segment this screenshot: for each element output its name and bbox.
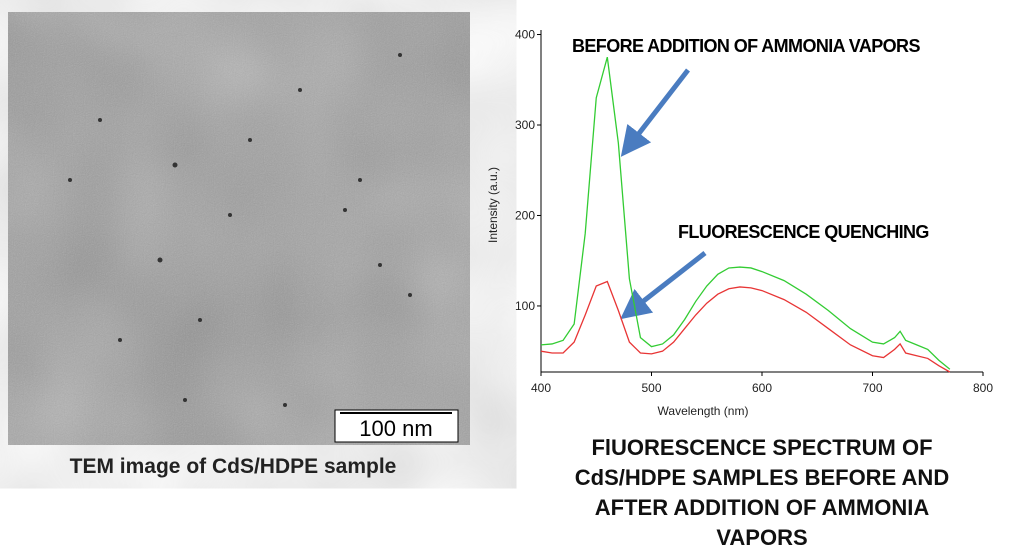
- scale-bar: 100 nm: [359, 416, 432, 441]
- y-tick-label: 100: [515, 299, 535, 313]
- annotation: BEFORE ADDITION OF AMMONIA VAPORS: [572, 36, 920, 56]
- data-line: [540, 56, 951, 370]
- y-tick-label: 400: [515, 28, 535, 42]
- chart: Wavelength (nm) Intensity (a.u.) BEFORE …: [486, 28, 993, 418]
- y-axis-label: Intensity (a.u.): [486, 167, 500, 243]
- tem-image: 100 nm TEM image of CdS/HDPE sample: [8, 12, 470, 478]
- x-tick-label: 600: [752, 381, 772, 395]
- x-tick-label: 400: [531, 381, 551, 395]
- x-tick-label: 800: [973, 381, 993, 395]
- y-tick-label: 300: [515, 118, 535, 132]
- data-line: [540, 280, 951, 373]
- x-tick-label: 700: [862, 381, 882, 395]
- x-tick-label: 500: [641, 381, 661, 395]
- arrow: [620, 251, 707, 320]
- x-axis-label: Wavelength (nm): [658, 404, 749, 418]
- chart-caption: FlUORESCENCE SPECTRUM OF CdS/HDPE SAMPLE…: [574, 435, 950, 550]
- y-tick-label: 200: [515, 208, 535, 222]
- arrow: [620, 68, 690, 157]
- tem-caption: TEM image of CdS/HDPE sample: [70, 455, 397, 478]
- annotation: FLUORESCENCE QUENCHING: [678, 222, 929, 242]
